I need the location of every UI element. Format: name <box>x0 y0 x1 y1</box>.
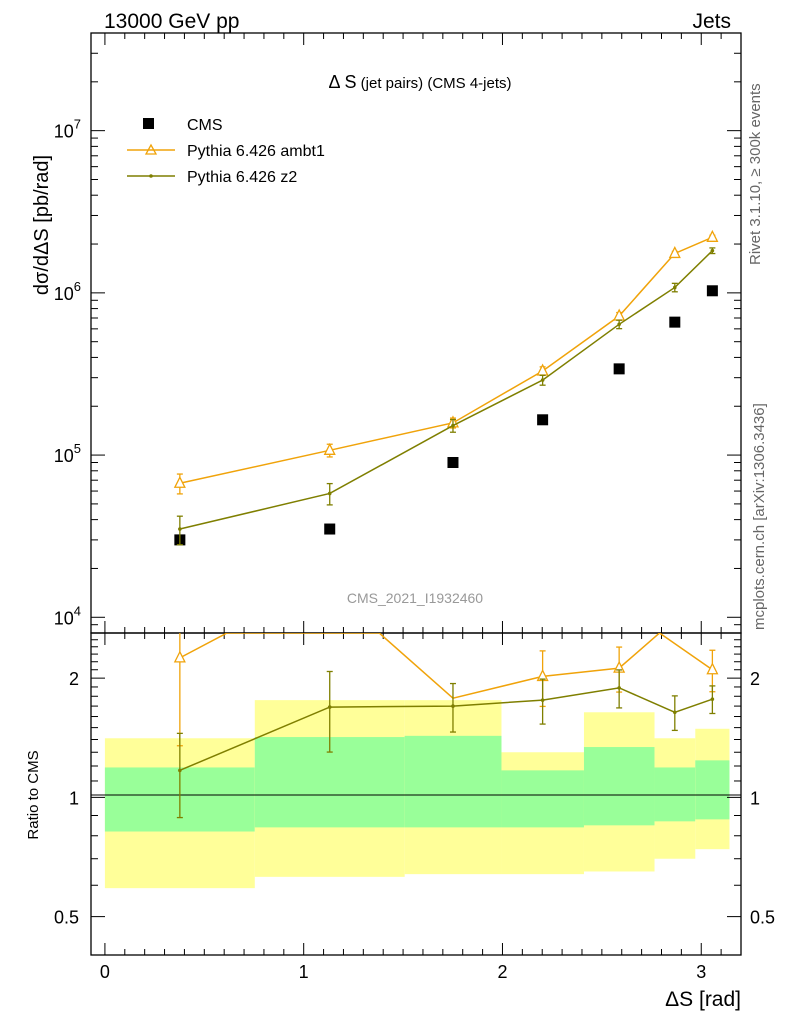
cms-data-point <box>537 414 549 426</box>
ambt1-line <box>179 236 713 485</box>
z2-data-point <box>327 491 332 496</box>
ratio-tick-label-right: 2 <box>750 669 760 689</box>
y-tick-label: 106 <box>54 279 81 304</box>
y-tick-exponent: 6 <box>74 279 81 294</box>
plot-title-sub: (jet pairs) (CMS 4-jets) <box>357 75 512 92</box>
ratio-tick-label-left: 2 <box>69 669 79 689</box>
ratio-uncertainty-bands <box>104 700 730 889</box>
ambt1-data-point <box>668 245 681 259</box>
ratio-z2 <box>176 669 716 819</box>
cms-data-point <box>447 456 459 468</box>
y-tick-exponent: 5 <box>74 441 81 456</box>
analysis-id-label: CMS_2021_I1932460 <box>347 590 483 606</box>
ratio-band-inner <box>404 735 502 828</box>
ratio-band-inner <box>501 770 584 828</box>
z2-data-point <box>617 322 621 327</box>
ratio-tick-label-left: 0.5 <box>54 908 79 928</box>
ratio-ambt1-line <box>179 633 713 700</box>
ratio-z2-point <box>178 768 182 773</box>
legend-marker-ambt1 <box>144 143 158 155</box>
y-tick-exponent: 4 <box>74 603 81 618</box>
ratio-band-inner <box>695 760 730 820</box>
y-tick-base: 10 <box>54 122 74 142</box>
plot-title: Δ S (jet pairs) (CMS 4-jets) <box>328 72 511 92</box>
y-tick-label: 105 <box>54 441 81 466</box>
z2-data-point <box>451 423 455 428</box>
ratio-tick-label-right: 1 <box>750 788 760 808</box>
cms-data-point <box>613 363 625 375</box>
mcplots-label: mcplots.cern.ch [arXiv:1306.3436] <box>751 403 768 630</box>
plot-title-main: Δ S <box>328 72 356 92</box>
ratio-ambt1-point <box>706 662 719 675</box>
x-axis-label: ΔS [rad] <box>665 988 741 1011</box>
cms-data-point <box>324 523 336 535</box>
ratio-z2-point <box>327 705 332 709</box>
y-tick-base: 10 <box>54 284 74 304</box>
x-tick-label: 0 <box>100 962 110 982</box>
ambt1-data-point <box>323 442 336 455</box>
z2-data-point <box>710 248 715 253</box>
x-tick-label: 2 <box>497 962 507 982</box>
ratio-band-inner <box>654 767 696 822</box>
ratio-band-inner <box>583 747 655 826</box>
ratio-y-axis-label: Ratio to CMS <box>25 750 42 839</box>
z2-data-point <box>178 527 182 531</box>
ratio-z2-point <box>451 704 455 708</box>
y-tick-base: 10 <box>54 608 74 628</box>
rivet-label: Rivet 3.1.10, ≥ 300k events <box>747 83 764 265</box>
ratio-z2-point <box>540 698 545 702</box>
z2-line <box>179 250 713 530</box>
legend: CMS Pythia 6.426 ambt1 Pythia 6.426 z2 <box>127 117 325 186</box>
y-axis-label: dσ/dΔS [pb/rad] <box>31 155 53 295</box>
ratio-series <box>173 633 719 819</box>
z2-data-point <box>673 285 677 290</box>
legend-marker-cms <box>143 118 154 129</box>
y-tick-base: 10 <box>54 446 74 466</box>
ratio-tick-label-right: 0.5 <box>750 908 775 928</box>
y-tick-label: 104 <box>54 603 81 628</box>
ratio-z2-point <box>617 686 621 690</box>
cms-data-point <box>669 316 681 328</box>
ratio-ambt1-point <box>173 650 186 663</box>
cms-data-point <box>706 285 718 297</box>
ambt1-data-point <box>536 363 549 376</box>
ambt1-data-point <box>173 475 186 488</box>
z2-data-point <box>540 378 545 382</box>
legend-label-z2: Pythia 6.426 z2 <box>187 169 297 186</box>
ratio-plot-frame <box>90 632 742 956</box>
y-tick-exponent: 7 <box>74 117 81 132</box>
header-left: 13000 GeV pp <box>104 10 239 33</box>
ratio-z2-point <box>673 710 677 715</box>
legend-label-ambt1: Pythia 6.426 ambt1 <box>187 143 325 160</box>
legend-label-cms: CMS <box>187 117 223 134</box>
ratio-tick-label-left: 1 <box>69 788 79 808</box>
x-tick-label: 1 <box>299 962 309 982</box>
ambt1-data-point <box>706 229 719 242</box>
main-series <box>173 229 719 546</box>
x-tick-label: 3 <box>696 962 706 982</box>
header-right: Jets <box>692 10 731 33</box>
legend-marker-z2 <box>149 174 153 178</box>
ratio-z2-point <box>710 697 715 701</box>
y-tick-label: 107 <box>54 117 81 142</box>
